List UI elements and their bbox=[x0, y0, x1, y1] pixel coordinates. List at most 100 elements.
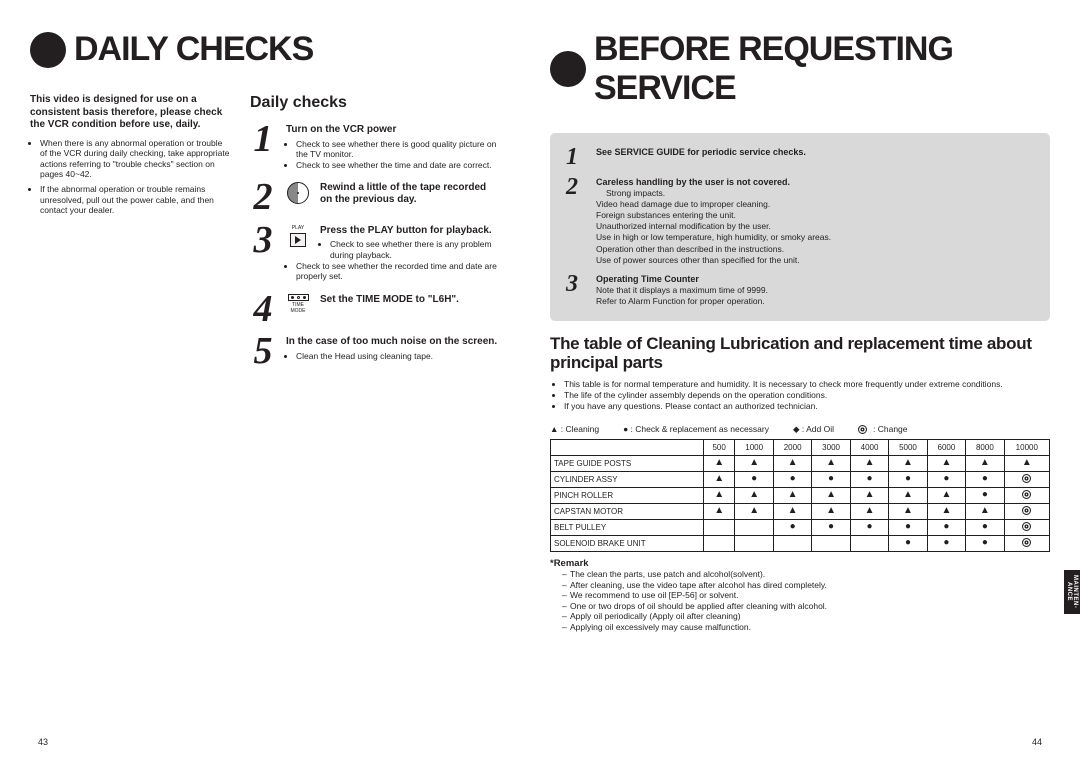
right-page: BEFORE REQUESTING SERVICE 1 See SERVICE … bbox=[550, 30, 1050, 633]
table-cell: ▲ bbox=[773, 487, 811, 503]
table-row: BELT PULLEY●●●●●● bbox=[551, 519, 1050, 535]
table-cell: ▲ bbox=[927, 503, 965, 519]
table-cell: ▲ bbox=[889, 487, 927, 503]
table-cell: ▲ bbox=[703, 487, 735, 503]
table-cell bbox=[1004, 487, 1049, 503]
table-cell: ▲ bbox=[889, 455, 927, 471]
time-mode-icon: TIME MODE bbox=[286, 294, 310, 314]
table-cell bbox=[1004, 471, 1049, 487]
intro-bold: This video is designed for use on a cons… bbox=[30, 94, 230, 132]
table-cell: ● bbox=[812, 471, 850, 487]
gray-line: Foreign substances entering the unit. bbox=[596, 210, 831, 221]
gray-title: Careless handling by the user is not cov… bbox=[596, 177, 831, 189]
heading-text: BEFORE REQUESTING SERVICE bbox=[594, 30, 1050, 108]
bullet-icon bbox=[30, 32, 66, 68]
table-note: If you have any questions. Please contac… bbox=[564, 401, 1050, 412]
gray-line: Unauthorized internal modification by th… bbox=[596, 221, 831, 232]
gray-line: Operation other than described in the in… bbox=[596, 244, 831, 255]
step-bullet: Check to see whether there is good quali… bbox=[296, 139, 500, 160]
table-row: PINCH ROLLER▲▲▲▲▲▲▲● bbox=[551, 487, 1050, 503]
legend: ▲ : Cleaning ● : Check & replacement as … bbox=[550, 424, 1050, 435]
table-cell bbox=[1004, 519, 1049, 535]
gray-title: See SERVICE GUIDE for periodic service c… bbox=[596, 147, 806, 159]
table-cell: ● bbox=[773, 471, 811, 487]
table-note: This table is for normal temperature and… bbox=[564, 379, 1050, 390]
table-cell: ▲ bbox=[735, 487, 773, 503]
table-cell: ▲ bbox=[850, 503, 888, 519]
gray-line: Refer to Alarm Function for proper opera… bbox=[596, 296, 768, 307]
table-cell: ▲ bbox=[735, 455, 773, 471]
gray-item: 1 See SERVICE GUIDE for periodic service… bbox=[566, 147, 1034, 169]
table-cell: BELT PULLEY bbox=[551, 519, 704, 535]
table-cell bbox=[773, 535, 811, 551]
table-header-cell: 8000 bbox=[966, 439, 1004, 455]
table-cell: ● bbox=[850, 519, 888, 535]
step-bullet: Check to see whether the recorded time a… bbox=[296, 261, 500, 282]
table-header-cell: 10000 bbox=[1004, 439, 1049, 455]
table-header-cell: 1000 bbox=[735, 439, 773, 455]
remark-title: *Remark bbox=[550, 558, 1050, 569]
table-row: TAPE GUIDE POSTS▲▲▲▲▲▲▲▲▲ bbox=[551, 455, 1050, 471]
gray-item: 2 Careless handling by the user is not c… bbox=[566, 177, 1034, 266]
table-cell bbox=[812, 535, 850, 551]
table-cell: ● bbox=[889, 519, 927, 535]
table-cell: ● bbox=[927, 471, 965, 487]
table-cell: SOLENOID BRAKE UNIT bbox=[551, 535, 704, 551]
step-title: Rewind a little of the tape recorded on … bbox=[320, 182, 500, 205]
step-number: 5 bbox=[250, 336, 276, 366]
table-cell: ▲ bbox=[703, 455, 735, 471]
gray-title: Operating Time Counter bbox=[596, 274, 768, 286]
step-bullet: Check to see whether the time and date a… bbox=[296, 160, 500, 171]
table-cell bbox=[850, 535, 888, 551]
legend-check: ● : Check & replacement as necessary bbox=[623, 424, 769, 435]
step-bullet: Clean the Head using cleaning tape. bbox=[296, 351, 500, 362]
table-cell: ● bbox=[850, 471, 888, 487]
table-cell: ▲ bbox=[1004, 455, 1049, 471]
maintenance-table: 500100020003000400050006000800010000 TAP… bbox=[550, 439, 1050, 552]
step: 4 TIME MODE Set the TIME MODE to "L6H". bbox=[250, 294, 500, 324]
daily-checks-subheading: Daily checks bbox=[250, 94, 500, 112]
step: 1 Turn on the VCR power Check to see whe… bbox=[250, 124, 500, 170]
table-cell: CYLINDER ASSY bbox=[551, 471, 704, 487]
table-notes: This table is for normal temperature and… bbox=[550, 379, 1050, 412]
gray-line: Video head damage due to improper cleani… bbox=[596, 199, 831, 210]
table-header-cell: 3000 bbox=[812, 439, 850, 455]
table-cell bbox=[703, 535, 735, 551]
intro-bullet: If the abnormal operation or trouble rem… bbox=[40, 184, 230, 216]
table-cell bbox=[1004, 535, 1049, 551]
table-cell: ● bbox=[735, 471, 773, 487]
icon-label: TIME MODE bbox=[286, 302, 310, 314]
table-header-cell: 5000 bbox=[889, 439, 927, 455]
table-cell: ● bbox=[927, 519, 965, 535]
heading-text: DAILY CHECKS bbox=[74, 30, 313, 69]
table-row: SOLENOID BRAKE UNIT●●● bbox=[551, 535, 1050, 551]
table-cell: ▲ bbox=[966, 503, 1004, 519]
table-cell: ▲ bbox=[773, 455, 811, 471]
intro-text: This video is designed for use on a cons… bbox=[30, 94, 230, 379]
table-cell: ● bbox=[927, 535, 965, 551]
table-cell: ▲ bbox=[966, 455, 1004, 471]
table-heading: The table of Cleaning Lubrication and re… bbox=[550, 335, 1050, 372]
table-cell bbox=[1004, 503, 1049, 519]
gray-number: 2 bbox=[566, 177, 586, 199]
table-header-cell: 6000 bbox=[927, 439, 965, 455]
table-cell: ▲ bbox=[812, 487, 850, 503]
table-cell: ● bbox=[889, 535, 927, 551]
legend-change: : Change bbox=[858, 424, 908, 435]
table-cell: PINCH ROLLER bbox=[551, 487, 704, 503]
step: 2 Rewind a little of the tape recorded o… bbox=[250, 182, 500, 212]
heading-before-service: BEFORE REQUESTING SERVICE bbox=[550, 30, 1050, 108]
step-number: 4 bbox=[250, 294, 276, 324]
remark-item: Apply oil periodically (Apply oil after … bbox=[562, 611, 1050, 622]
play-icon: PLAY bbox=[286, 225, 310, 247]
gray-line: Use of power sources other than specifie… bbox=[596, 255, 831, 266]
table-header-cell bbox=[551, 439, 704, 455]
table-header-cell: 500 bbox=[703, 439, 735, 455]
gray-line: Use in high or low temperature, high hum… bbox=[596, 232, 831, 243]
table-cell: ● bbox=[773, 519, 811, 535]
intro-bullets: When there is any abnormal operation or … bbox=[40, 138, 230, 216]
table-cell: TAPE GUIDE POSTS bbox=[551, 455, 704, 471]
table-row: CYLINDER ASSY▲●●●●●●● bbox=[551, 471, 1050, 487]
service-notes-box: 1 See SERVICE GUIDE for periodic service… bbox=[550, 133, 1050, 321]
remark-item: The clean the parts, use patch and alcoh… bbox=[562, 569, 1050, 580]
